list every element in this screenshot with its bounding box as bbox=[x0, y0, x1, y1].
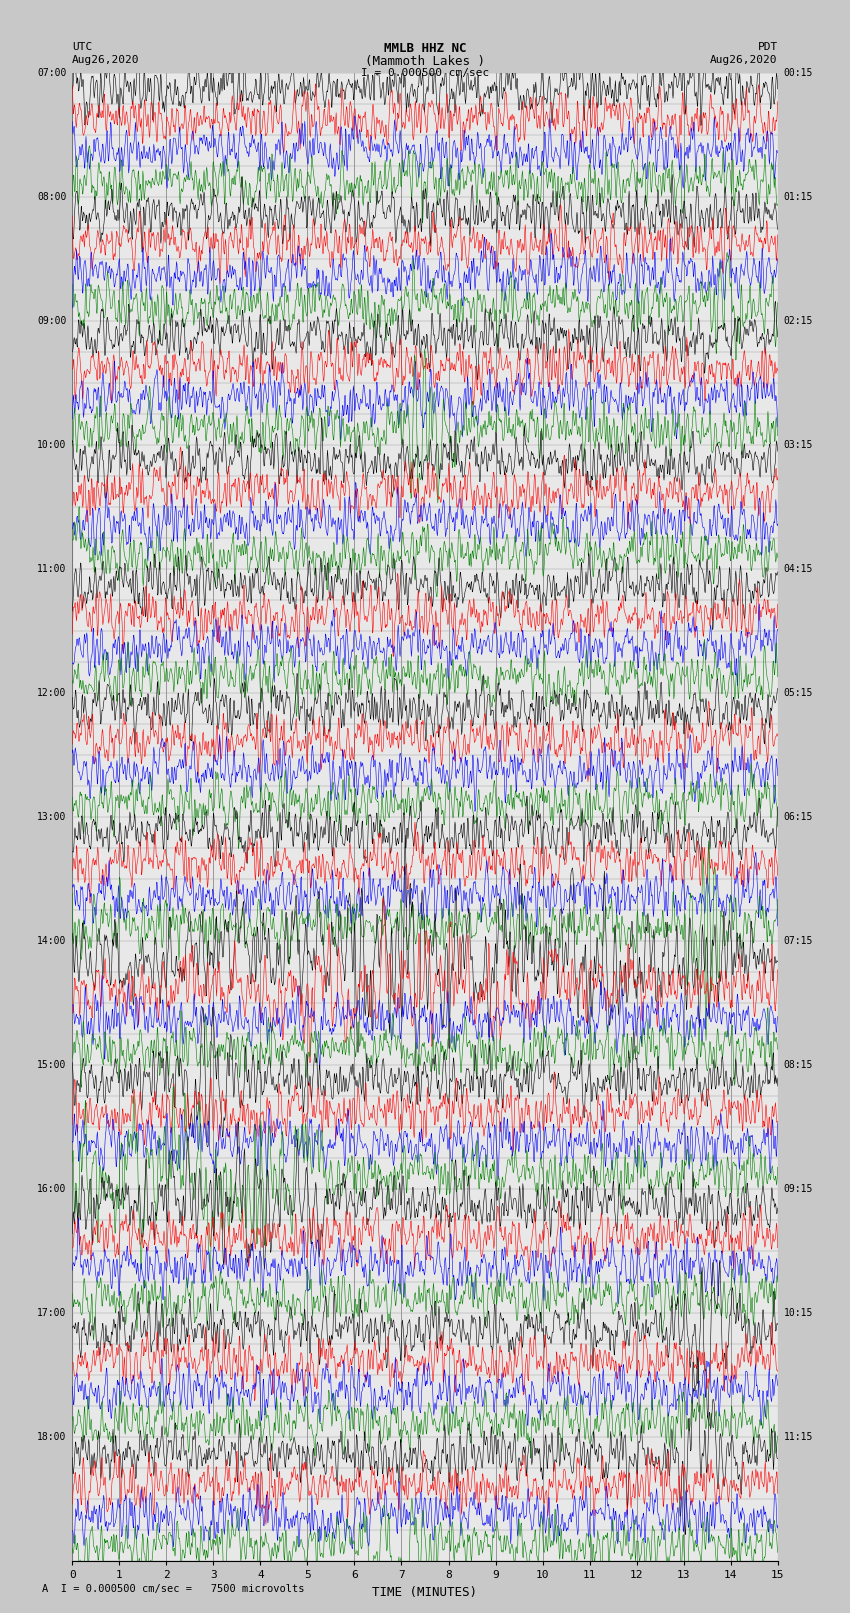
Text: I = 0.000500 cm/sec: I = 0.000500 cm/sec bbox=[361, 68, 489, 77]
Text: Aug26,2020: Aug26,2020 bbox=[72, 55, 139, 65]
Text: UTC: UTC bbox=[72, 42, 93, 52]
Text: 10:00: 10:00 bbox=[37, 440, 66, 450]
Text: (Mammoth Lakes ): (Mammoth Lakes ) bbox=[365, 55, 485, 68]
Text: A  I = 0.000500 cm/sec =   7500 microvolts: A I = 0.000500 cm/sec = 7500 microvolts bbox=[42, 1584, 305, 1594]
Text: PDT: PDT bbox=[757, 42, 778, 52]
Text: 12:00: 12:00 bbox=[37, 687, 66, 698]
X-axis label: TIME (MINUTES): TIME (MINUTES) bbox=[372, 1586, 478, 1598]
Text: 03:15: 03:15 bbox=[784, 440, 813, 450]
Text: 11:00: 11:00 bbox=[37, 565, 66, 574]
Text: 00:15: 00:15 bbox=[784, 68, 813, 77]
Text: 18:00: 18:00 bbox=[37, 1432, 66, 1442]
Text: 01:15: 01:15 bbox=[784, 192, 813, 202]
Text: 08:15: 08:15 bbox=[784, 1060, 813, 1069]
Text: 07:00: 07:00 bbox=[37, 68, 66, 77]
Text: MMLB HHZ NC: MMLB HHZ NC bbox=[383, 42, 467, 55]
Text: 06:15: 06:15 bbox=[784, 811, 813, 823]
Text: 07:15: 07:15 bbox=[784, 936, 813, 947]
Text: 11:15: 11:15 bbox=[784, 1432, 813, 1442]
Text: 10:15: 10:15 bbox=[784, 1308, 813, 1318]
Text: 09:00: 09:00 bbox=[37, 316, 66, 326]
Text: 09:15: 09:15 bbox=[784, 1184, 813, 1194]
Text: 13:00: 13:00 bbox=[37, 811, 66, 823]
Text: 02:15: 02:15 bbox=[784, 316, 813, 326]
Text: 14:00: 14:00 bbox=[37, 936, 66, 947]
Text: 08:00: 08:00 bbox=[37, 192, 66, 202]
Text: 17:00: 17:00 bbox=[37, 1308, 66, 1318]
Text: 16:00: 16:00 bbox=[37, 1184, 66, 1194]
Text: 05:15: 05:15 bbox=[784, 687, 813, 698]
Text: 04:15: 04:15 bbox=[784, 565, 813, 574]
Text: Aug26,2020: Aug26,2020 bbox=[711, 55, 778, 65]
Text: 15:00: 15:00 bbox=[37, 1060, 66, 1069]
